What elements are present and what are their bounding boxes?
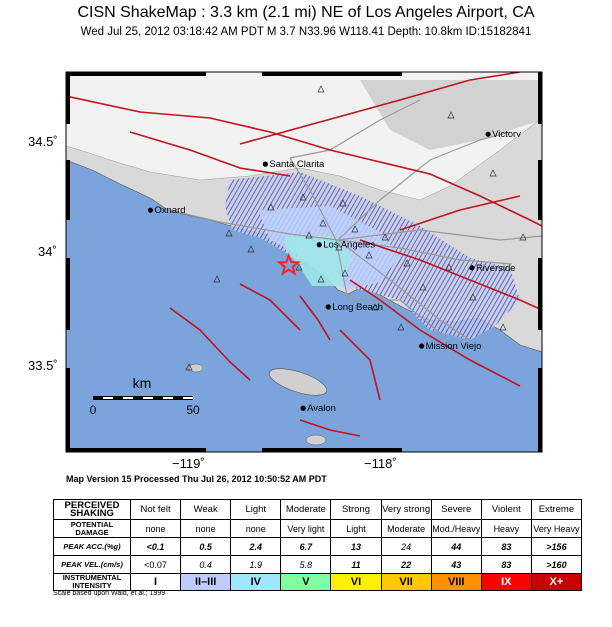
legend-cell-acc: 83	[480, 537, 532, 556]
city-dot	[419, 343, 425, 349]
lat-tick-label: 34.5˚	[28, 134, 58, 149]
city-label: Oxnard	[154, 205, 185, 216]
legend-cell-acc: <0.1	[129, 537, 182, 556]
legend-cell-vel: <0.07	[129, 555, 182, 574]
city-label: Riverside	[476, 263, 516, 274]
legend-cell-vel: 5.8	[280, 555, 332, 574]
event-info: Wed Jul 25, 2012 03:18:42 AM PDT M 3.7 N…	[80, 26, 532, 38]
legend-footnote: Scale based upon Wald, et al.; 1999	[53, 590, 166, 597]
legend-cell-mmi: VII	[380, 573, 432, 591]
legend-cell-shaking: Severe	[430, 499, 482, 520]
city-dot	[262, 161, 268, 167]
legend-cell-acc: 24	[380, 537, 432, 556]
island	[305, 434, 327, 446]
desert-shade	[360, 80, 542, 150]
faults	[66, 72, 542, 437]
legend-cell-damage: Mod./Heavy	[430, 519, 482, 538]
catalina-island	[269, 368, 327, 396]
city-label: Los Angeles	[323, 240, 375, 251]
stations	[185, 85, 527, 371]
legend-cell-shaking: Very strong	[380, 499, 432, 520]
legend-row-damage: POTENTIAL DAMAGE none none none Very light L…	[53, 519, 583, 538]
legend-cell-shaking: Strong	[330, 499, 382, 520]
legend-cell-shaking: Not felt	[129, 499, 182, 520]
legend-cell-acc: 6.7	[280, 537, 332, 556]
map-title: CISN ShakeMap : 3.3 km (2.1 mi) NE of Lo…	[77, 4, 535, 21]
city-markers: Victorv Santa Clarita Oxnard Los Angeles Riv…	[147, 129, 521, 414]
legend-row-header: POTENTIAL DAMAGE	[53, 519, 131, 538]
city-dot	[147, 207, 154, 213]
legend-cell-mmi: V	[280, 573, 332, 591]
legend-cell-mmi: X+	[530, 573, 583, 591]
legend-cell-acc: 2.4	[230, 537, 282, 556]
legend-cell-shaking: Weak	[180, 499, 232, 520]
legend-cell-damage: Moderate	[380, 519, 432, 538]
legend-row-header: PERCEIVED SHAKING	[53, 499, 131, 520]
intensity-moderate	[284, 236, 352, 286]
legend-cell-mmi: IV	[230, 573, 282, 591]
city-label: Avalon	[307, 403, 336, 414]
legend-row-header: INSTRUMENTAL INTENSITY	[53, 573, 131, 591]
city-dot	[485, 131, 491, 137]
legend-cell-mmi: IX	[480, 573, 532, 591]
legend-row-mmi: INSTRUMENTAL INTENSITY I II–III IV V VI VII VI…	[53, 573, 583, 591]
legend-cell-shaking: Moderate	[280, 499, 332, 520]
legend-cell-damage: none	[230, 519, 282, 538]
city-dot	[325, 304, 331, 310]
map-area: Victorv Santa Clarita Oxnard Los Angeles Riv…	[66, 72, 542, 452]
lat-tick-label: 33.5˚	[28, 358, 58, 373]
frame-ticks	[66, 72, 542, 452]
legend-cell-damage: none	[129, 519, 182, 538]
legend-row-vel: PEAK VEL.(cm/s) <0.07 0.4 1.9 5.8 11 22 43 83 >1…	[53, 555, 583, 574]
scale-start: 0	[90, 403, 97, 417]
island	[188, 363, 204, 373]
legend-cell-shaking: Violent	[480, 499, 532, 520]
lon-tick-label: −118˚	[364, 456, 397, 471]
legend-cell-shaking: Light	[230, 499, 282, 520]
city-dot	[469, 265, 475, 271]
legend-cell-mmi: II–III	[180, 573, 232, 591]
legend-cell-vel: 11	[330, 555, 382, 574]
legend-cell-acc: >156	[530, 537, 583, 556]
legend-row-header: PEAK VEL.(cm/s)	[53, 555, 131, 574]
legend-cell-shaking: Extreme	[530, 499, 583, 520]
legend-cell-acc: 0.5	[180, 537, 232, 556]
legend-cell-damage: none	[180, 519, 232, 538]
city-dot	[300, 405, 306, 411]
legend-cell-acc: 13	[330, 537, 382, 556]
scale-unit: km	[133, 375, 152, 391]
legend-cell-mmi: I	[129, 573, 182, 591]
scale-end: 50	[186, 403, 200, 417]
legend-cell-vel: 1.9	[230, 555, 282, 574]
city-dot	[316, 242, 322, 248]
legend-cell-damage: Very light	[280, 519, 332, 538]
legend-row-acc: PEAK ACC.(%g) <0.1 0.5 2.4 6.7 13 24 44 83 >156	[53, 537, 583, 556]
legend-cell-vel: 0.4	[180, 555, 232, 574]
legend-cell-vel: 43	[430, 555, 482, 574]
legend-cell-vel: 83	[480, 555, 532, 574]
legend-cell-damage: Heavy	[480, 519, 532, 538]
legend-cell-damage: Light	[330, 519, 382, 538]
legend-cell-vel: >160	[530, 555, 583, 574]
city-label: Long Beach	[332, 302, 383, 313]
legend-cell-mmi: VI	[330, 573, 382, 591]
lat-tick-label: 34˚	[38, 244, 57, 259]
legend-cell-damage: Very Heavy	[530, 519, 583, 538]
city-label: Mission Viejo	[426, 341, 482, 352]
city-label: Victorv	[492, 129, 521, 140]
city-label: Santa Clarita	[269, 159, 325, 170]
legend-cell-acc: 44	[430, 537, 482, 556]
epicenter-star-icon	[276, 252, 301, 276]
legend-row-shaking: PERCEIVED SHAKING Not felt Weak Light Moder…	[53, 499, 583, 520]
legend-row-header: PEAK ACC.(%g)	[53, 537, 131, 556]
intensity-legend: PERCEIVED SHAKING Not felt Weak Light Moder…	[53, 499, 583, 591]
shakemap: Victorv Santa Clarita Oxnard Los Angeles Riv…	[65, 71, 543, 453]
map-version: Map Version 15 Processed Thu Jul 26, 201…	[66, 474, 327, 484]
scale-bar: km 0 50	[90, 375, 200, 417]
legend-cell-mmi: VIII	[430, 573, 482, 591]
legend-cell-vel: 22	[380, 555, 432, 574]
lon-tick-label: −119˚	[172, 456, 205, 471]
